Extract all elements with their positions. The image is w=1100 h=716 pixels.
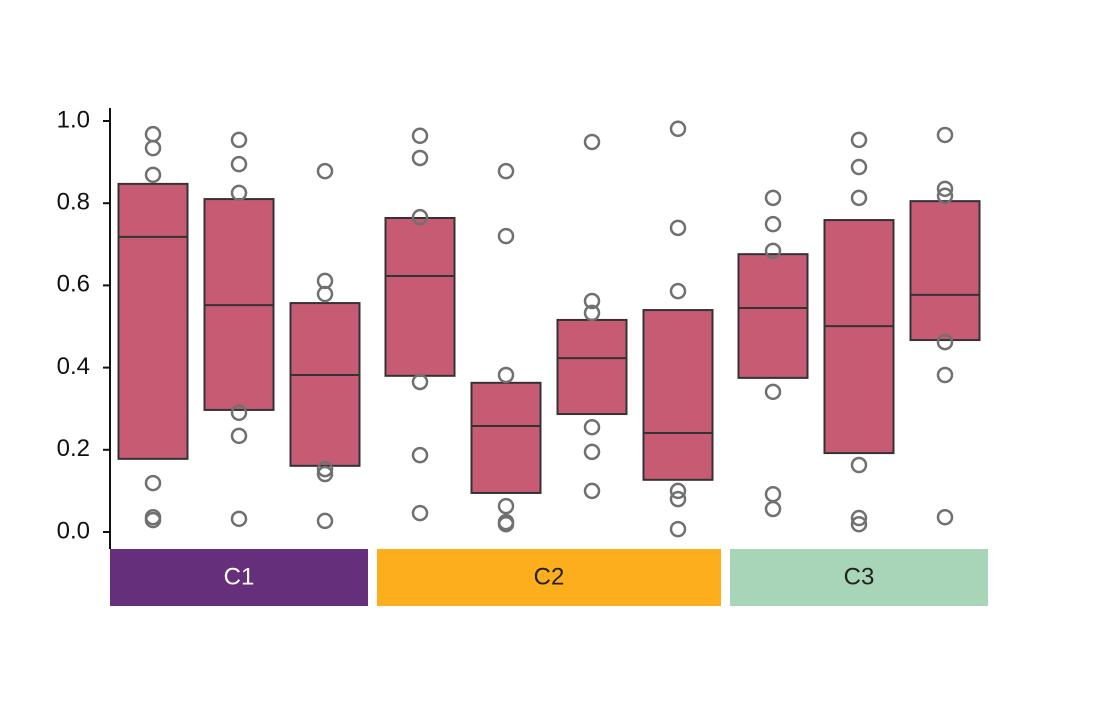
outlier-point <box>316 162 334 180</box>
y-tick-label: 0.0 <box>57 517 90 544</box>
outlier-point <box>497 515 515 533</box>
outlier-point <box>850 158 868 176</box>
outlier-point <box>764 189 782 207</box>
outlier-point <box>850 509 868 527</box>
outlier-point <box>497 227 515 245</box>
outlier-point <box>583 482 601 500</box>
box <box>470 381 542 494</box>
outlier-point <box>936 126 954 144</box>
box <box>737 253 809 379</box>
y-tick-label: 1.0 <box>57 106 90 133</box>
y-tick-label: 0.6 <box>57 271 90 298</box>
outlier-point <box>850 131 868 149</box>
outlier-point <box>497 497 515 515</box>
outlier-point <box>144 125 162 143</box>
y-tick-label: 0.8 <box>57 189 90 216</box>
outlier-point <box>497 366 515 384</box>
outlier-point <box>669 219 687 237</box>
outlier-point <box>411 446 429 464</box>
outlier-point <box>411 149 429 167</box>
outlier-point <box>764 383 782 401</box>
box <box>556 318 628 416</box>
outlier-point <box>936 187 954 205</box>
outlier-point <box>411 373 429 391</box>
outlier-point <box>583 133 601 151</box>
outlier-point <box>411 504 429 522</box>
box <box>823 219 895 455</box>
outlier-point <box>583 292 601 310</box>
box <box>384 216 456 377</box>
outlier-point <box>230 404 248 422</box>
box <box>117 182 189 460</box>
group-band <box>110 549 368 606</box>
box <box>909 200 981 342</box>
outlier-point <box>230 427 248 445</box>
outlier-point <box>144 511 162 529</box>
outlier-point <box>230 184 248 202</box>
group-label: C2 <box>534 563 565 590</box>
group-label: C3 <box>844 563 875 590</box>
outlier-point <box>316 465 334 483</box>
outlier-point <box>936 508 954 526</box>
outlier-point <box>669 520 687 538</box>
outlier-point <box>583 304 601 322</box>
outlier-point <box>144 474 162 492</box>
outlier-point <box>497 162 515 180</box>
outlier-point <box>583 443 601 461</box>
box <box>289 302 361 467</box>
group-band <box>377 549 721 606</box>
outlier-point <box>936 333 954 351</box>
outlier-point <box>669 282 687 300</box>
outlier-point <box>850 456 868 474</box>
outlier-point <box>316 285 334 303</box>
outlier-point <box>411 208 429 226</box>
outlier-point <box>230 155 248 173</box>
outlier-point <box>936 180 954 198</box>
group-label: C1 <box>224 563 255 590</box>
outlier-point <box>316 272 334 290</box>
outlier-point <box>230 510 248 528</box>
outlier-point <box>230 131 248 149</box>
y-tick-label: 0.2 <box>57 435 90 462</box>
outlier-point <box>316 512 334 530</box>
outlier-point <box>669 482 687 500</box>
outlier-point <box>850 515 868 533</box>
box <box>642 309 714 481</box>
outlier-point <box>936 366 954 384</box>
outlier-point <box>411 127 429 145</box>
outlier-point <box>144 139 162 157</box>
y-tick-label: 0.4 <box>57 353 90 380</box>
group-band <box>730 549 988 606</box>
outlier-point <box>850 189 868 207</box>
outlier-point <box>669 490 687 508</box>
outlier-point <box>669 120 687 138</box>
outlier-point <box>764 485 782 503</box>
outlier-point <box>764 500 782 518</box>
outlier-point <box>583 418 601 436</box>
outlier-point <box>316 460 334 478</box>
outlier-point <box>764 215 782 233</box>
outlier-point <box>764 242 782 260</box>
outlier-point <box>144 166 162 184</box>
